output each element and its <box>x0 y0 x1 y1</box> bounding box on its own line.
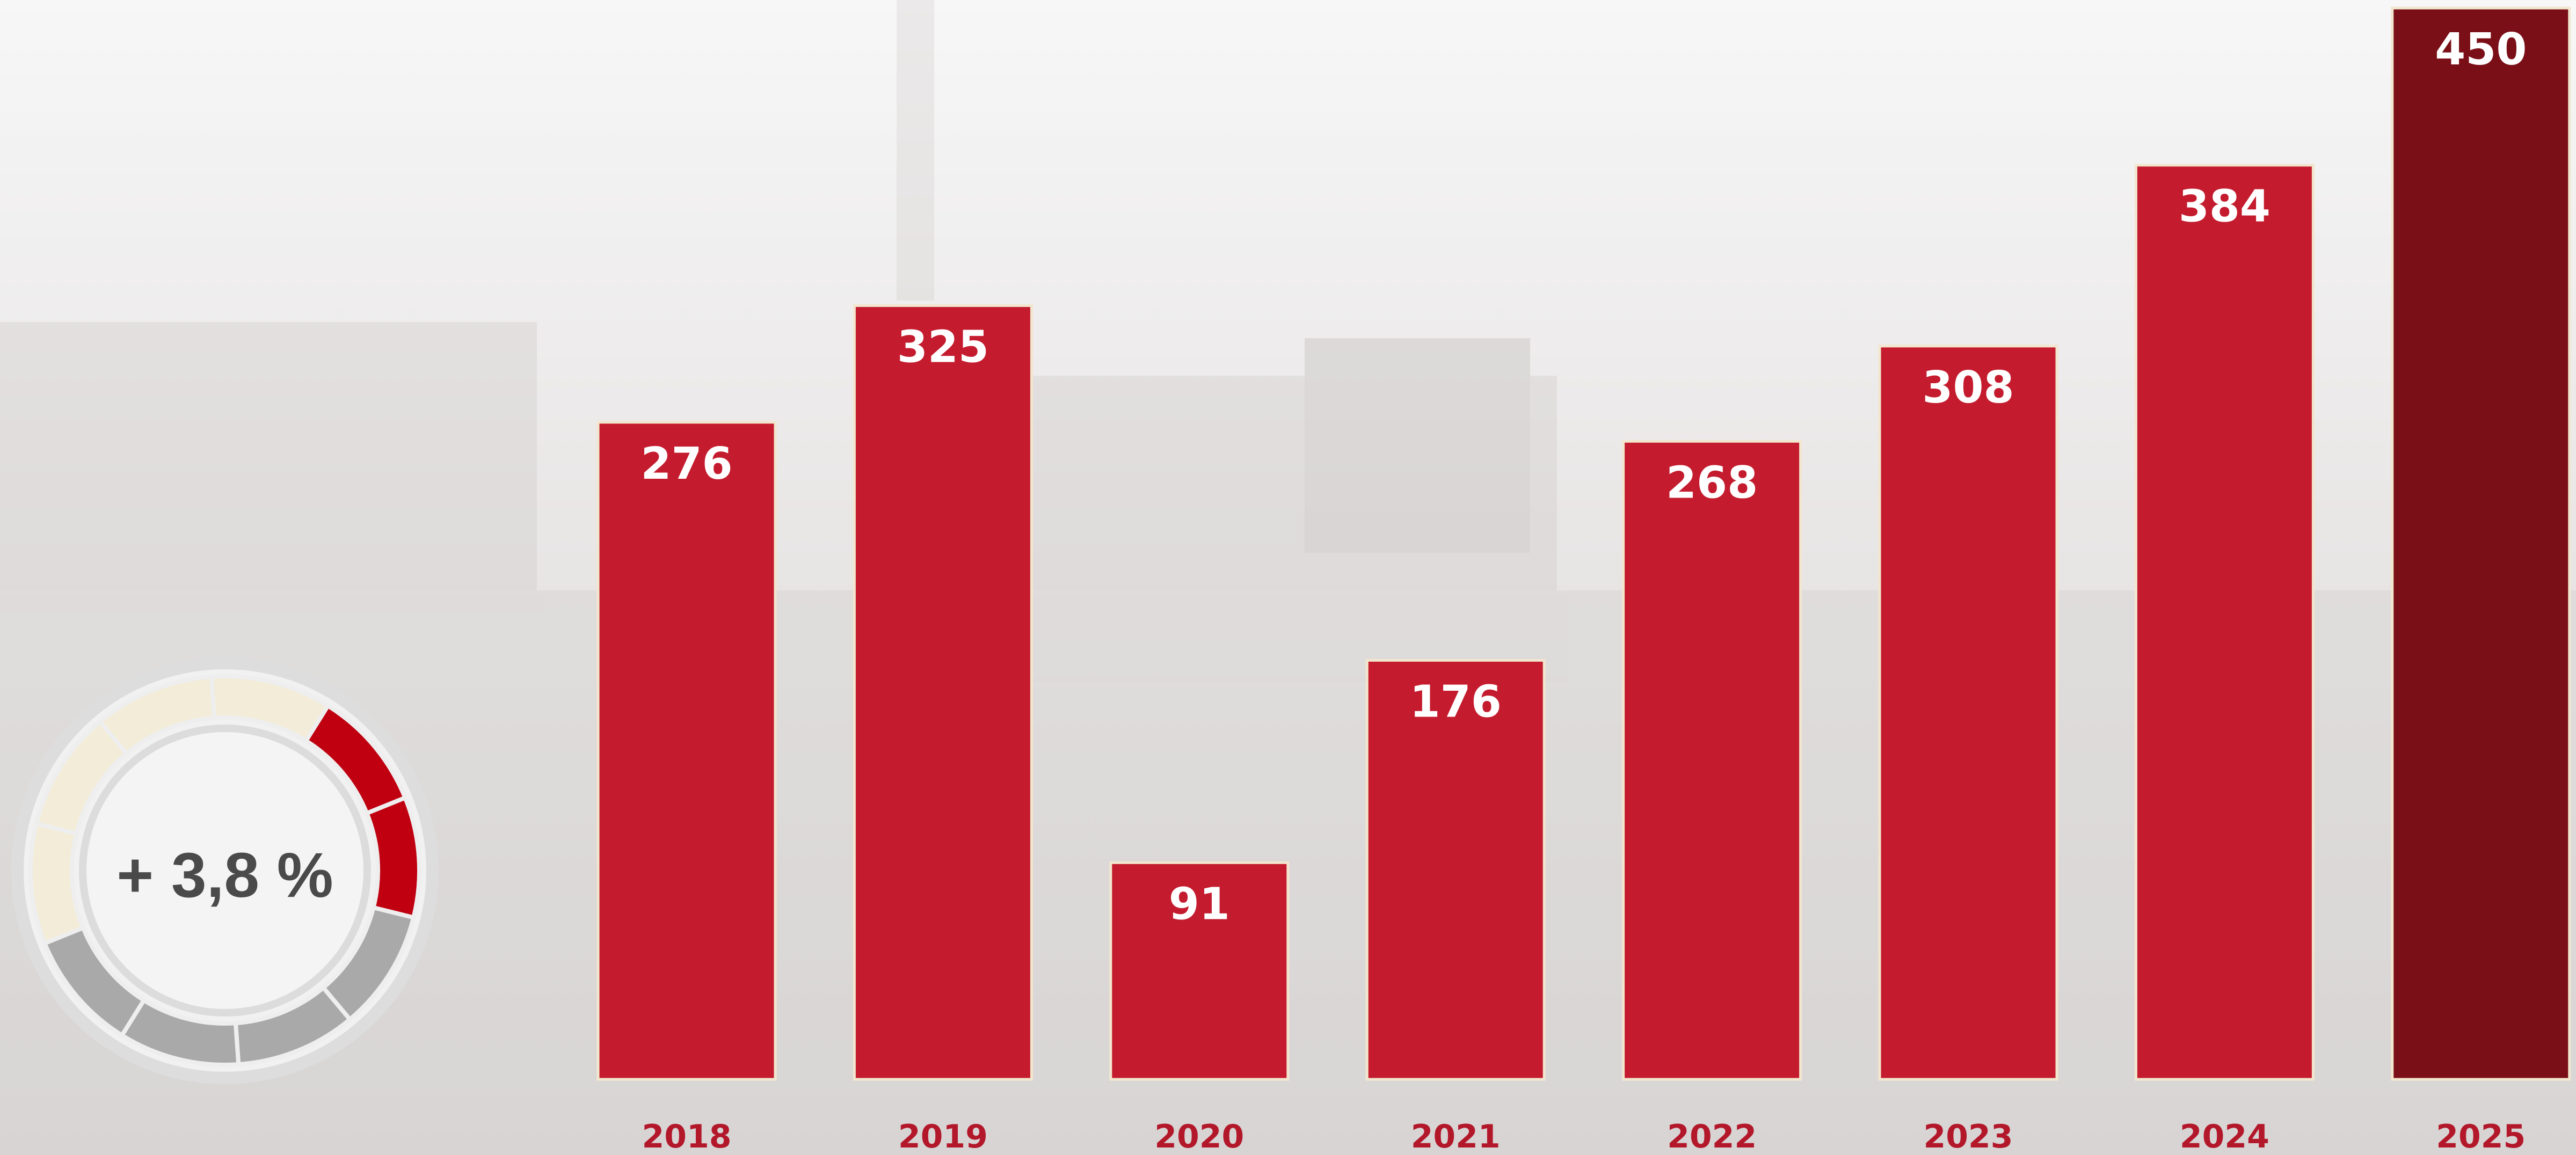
bar <box>1624 441 1801 1079</box>
x-tick-label: 2023 <box>1924 1118 2013 1155</box>
bar <box>1880 346 2057 1079</box>
value-label: 384 <box>2179 181 2271 232</box>
value-label: 450 <box>2435 24 2527 75</box>
bar <box>2392 8 2570 1079</box>
bar <box>854 305 1031 1079</box>
x-tick-label: 2021 <box>1411 1118 1501 1155</box>
chart: + 3,8 % 276 2018 325 2019 91 2020 176 2021 268 20… <box>0 0 2576 1155</box>
x-tick-label: 2022 <box>1667 1118 1757 1155</box>
value-label: 268 <box>1666 457 1758 508</box>
value-label: 91 <box>1169 879 1230 930</box>
value-label: 325 <box>897 321 989 372</box>
x-tick-label: 2018 <box>642 1118 732 1155</box>
value-label: 276 <box>641 438 732 489</box>
x-tick-label: 2024 <box>2180 1118 2269 1155</box>
x-tick-label: 2025 <box>2436 1118 2526 1155</box>
x-tick-label: 2019 <box>898 1118 988 1155</box>
gauge: + 3,8 % <box>11 657 439 1084</box>
value-label: 176 <box>1410 676 1502 727</box>
bar <box>598 422 775 1079</box>
x-tick-label: 2020 <box>1154 1118 1244 1155</box>
growth-label: + 3,8 % <box>117 840 333 911</box>
bar <box>2136 165 2313 1079</box>
value-label: 308 <box>1922 362 2014 413</box>
